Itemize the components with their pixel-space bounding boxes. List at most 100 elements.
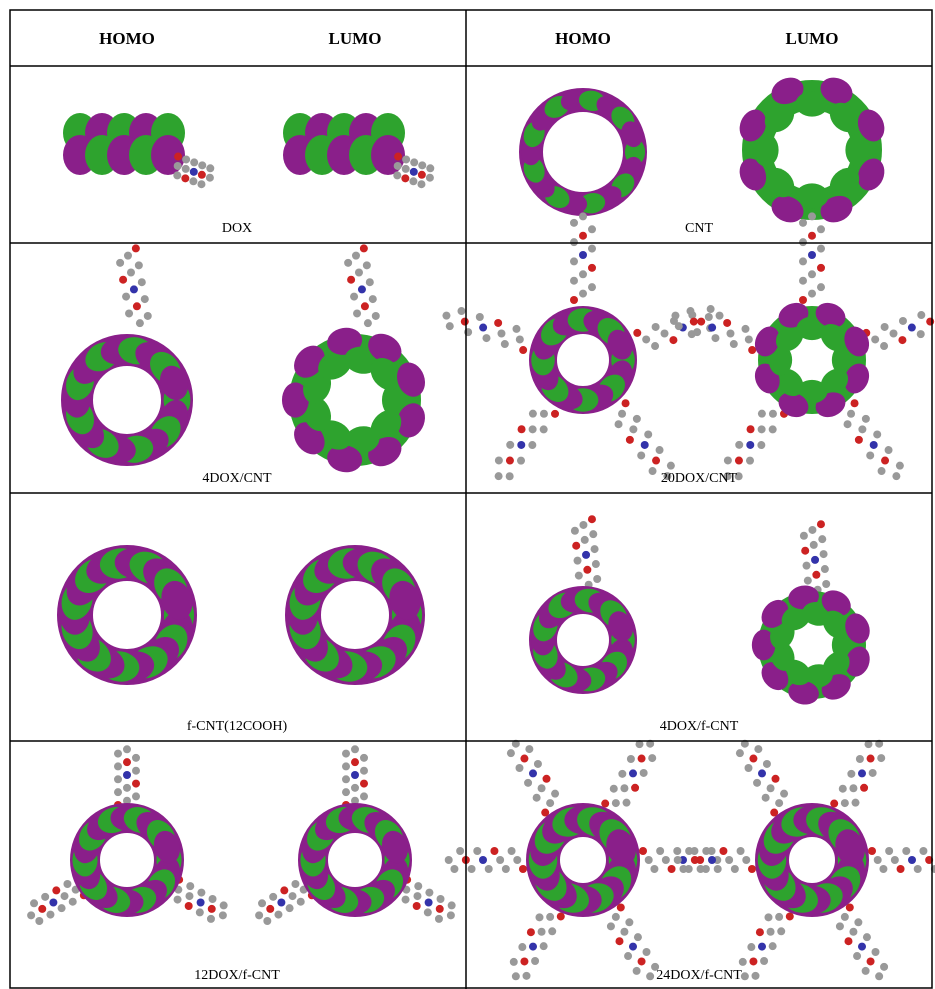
molecule-atom [663, 472, 672, 481]
molecule-atom [520, 957, 529, 966]
molecule-atom [442, 311, 451, 320]
molecule-atom [119, 275, 128, 284]
molecule-atom [123, 758, 131, 767]
molecule-atom [651, 322, 660, 331]
orbital-lobe [318, 350, 352, 380]
molecule-atom [625, 435, 634, 444]
molecule-atom [525, 745, 534, 754]
molecule-atom [588, 263, 596, 272]
molecule-atom [114, 788, 122, 797]
molecule-atom [866, 754, 875, 763]
molecule-atom [849, 927, 858, 936]
molecule-atom [296, 897, 305, 906]
molecule-atom [655, 446, 664, 455]
molecule-atom [735, 749, 744, 758]
molecule-atom [445, 322, 454, 331]
header-label: LUMO [329, 29, 382, 48]
molecule-atom [902, 847, 911, 855]
molecule-atom [818, 535, 827, 544]
molecule-atom [517, 456, 526, 465]
molecule-atom [898, 316, 907, 325]
molecule-atom [771, 774, 780, 783]
molecule-atom [137, 278, 146, 287]
molecule-atom [588, 244, 596, 253]
molecule-atom [651, 962, 660, 971]
orbital-lobe [381, 830, 408, 864]
molecule-atom [342, 788, 350, 797]
molecule-atom [444, 856, 453, 864]
molecule-atom [666, 461, 675, 470]
molecule-atom [417, 170, 426, 179]
molecule-atom [589, 530, 598, 539]
molecule-atom [618, 769, 627, 778]
molecule-atom [181, 174, 190, 183]
molecule-atom [845, 903, 854, 912]
molecule-atom [35, 917, 44, 926]
molecule-atom [755, 928, 764, 937]
molecule-atom [573, 556, 582, 565]
molecule-atom [134, 261, 143, 270]
orbital-lobe [820, 368, 849, 397]
molecule-atom [704, 313, 713, 322]
molecule-atom [799, 276, 807, 285]
molecule-atom [648, 467, 657, 476]
molecule-atom [412, 902, 421, 911]
molecule-atom [353, 309, 362, 318]
molecule-atom [401, 174, 410, 183]
molecule-atom [347, 275, 356, 284]
molecule-atom [497, 329, 506, 338]
molecule-atom [723, 456, 732, 465]
molecule-atom [858, 425, 867, 434]
molecule-atom [799, 238, 807, 247]
molecule-atom [775, 799, 784, 808]
molecule-atom [885, 847, 894, 855]
molecule-atom [363, 319, 372, 328]
molecule-atom [686, 307, 695, 316]
molecule-atom [123, 783, 131, 792]
molecule-atom [114, 762, 122, 771]
molecule-atom [132, 766, 140, 775]
molecule-atom [711, 334, 720, 343]
molecule-atom [60, 892, 69, 901]
molecule-atom [572, 541, 581, 550]
molecule-atom [579, 251, 587, 259]
molecule-atom [671, 311, 680, 320]
molecule-atom [129, 285, 138, 294]
molecule-atom [817, 283, 825, 292]
molecule-atom [393, 161, 402, 170]
molecule-atom [758, 769, 766, 778]
molecule-atom [871, 335, 880, 344]
molecule-atom [838, 784, 847, 793]
molecule-atom [132, 792, 140, 801]
molecule-atom [880, 322, 889, 331]
molecule-atom [351, 745, 359, 754]
molecule-atom [877, 467, 886, 476]
orbital-lobe [815, 302, 846, 328]
molecule-atom [68, 897, 77, 906]
molecule-atom [868, 768, 877, 777]
orbital-lobe [822, 610, 850, 639]
molecule-atom [740, 972, 749, 981]
molecule-atom [507, 847, 516, 855]
molecule-atom [808, 231, 816, 240]
molecule-atom [123, 796, 131, 805]
molecule-atom [642, 948, 651, 956]
molecule-atom [640, 440, 649, 449]
molecule-atom [195, 908, 204, 917]
molecule-atom [520, 754, 529, 763]
molecule-atom [505, 456, 514, 465]
molecule-atom [633, 933, 642, 942]
orbital-lobe [281, 382, 309, 418]
molecule-atom [855, 755, 864, 763]
molecule-atom [808, 289, 816, 298]
molecule-atom [456, 847, 465, 855]
molecule-atom [494, 472, 503, 481]
orbital-lobe [796, 379, 828, 404]
molecule-atom [734, 472, 743, 481]
molecule-atom [811, 555, 820, 564]
molecule-atom [418, 161, 427, 170]
orbital-lobe [795, 91, 829, 117]
molecule-atom [114, 749, 122, 758]
molecule-atom [840, 799, 849, 808]
molecule-atom [926, 317, 935, 326]
